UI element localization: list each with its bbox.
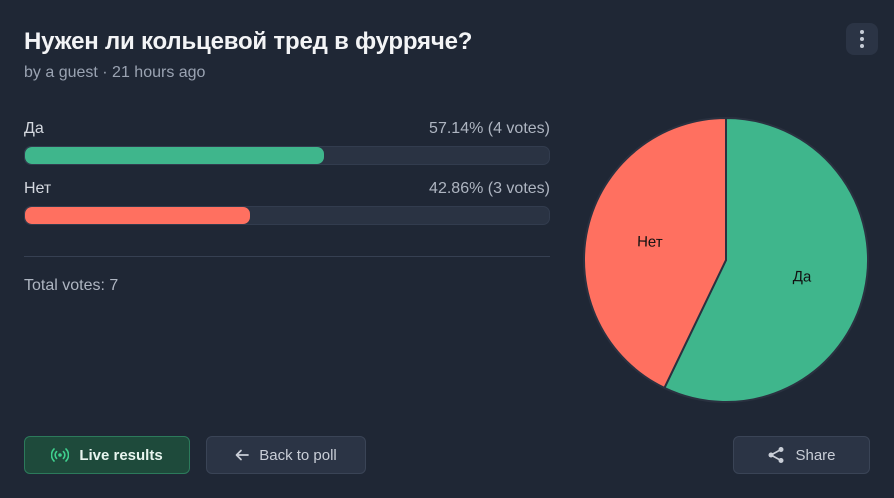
broadcast-icon	[51, 448, 70, 462]
live-results-label: Live results	[79, 446, 163, 464]
pie-slice-label: Нет	[637, 233, 663, 251]
pie-slice-2	[583, 116, 727, 390]
result-bar-track	[24, 146, 550, 165]
live-results-button[interactable]: Live results	[24, 436, 190, 474]
poll-meta: by a guest · 21 hours ago	[24, 64, 206, 81]
share-button[interactable]: Share	[733, 436, 870, 474]
option-label: Нет	[24, 180, 52, 197]
back-to-poll-label: Back to poll	[259, 446, 337, 464]
option-label: Да	[24, 120, 44, 137]
divider	[24, 256, 550, 257]
option-stat: 42.86% (3 votes)	[429, 180, 550, 197]
more-options-button[interactable]	[846, 23, 878, 55]
result-bar-fill	[25, 207, 250, 224]
arrow-left-icon	[235, 449, 250, 461]
pie-slice-label: Да	[793, 268, 813, 286]
option-stat: 57.14% (4 votes)	[429, 120, 550, 137]
share-label: Share	[795, 446, 836, 464]
poll-option-da: Да 57.14% (4 votes)	[24, 120, 550, 165]
result-bar-fill	[25, 147, 325, 164]
total-votes: Total votes: 7	[24, 277, 119, 294]
share-icon	[768, 447, 784, 463]
poll-option-net: Нет 42.86% (3 votes)	[24, 180, 550, 225]
results-pie-chart: Да Нет	[583, 116, 869, 403]
more-vertical-icon-dot	[860, 37, 864, 41]
more-vertical-icon-dot	[860, 44, 864, 48]
more-vertical-icon	[860, 30, 864, 34]
back-to-poll-button[interactable]: Back to poll	[206, 436, 366, 474]
poll-title: Нужен ли кольцевой тред в фурряче?	[24, 28, 473, 55]
pie-slice-1	[663, 116, 869, 403]
result-bar-track	[24, 206, 550, 225]
